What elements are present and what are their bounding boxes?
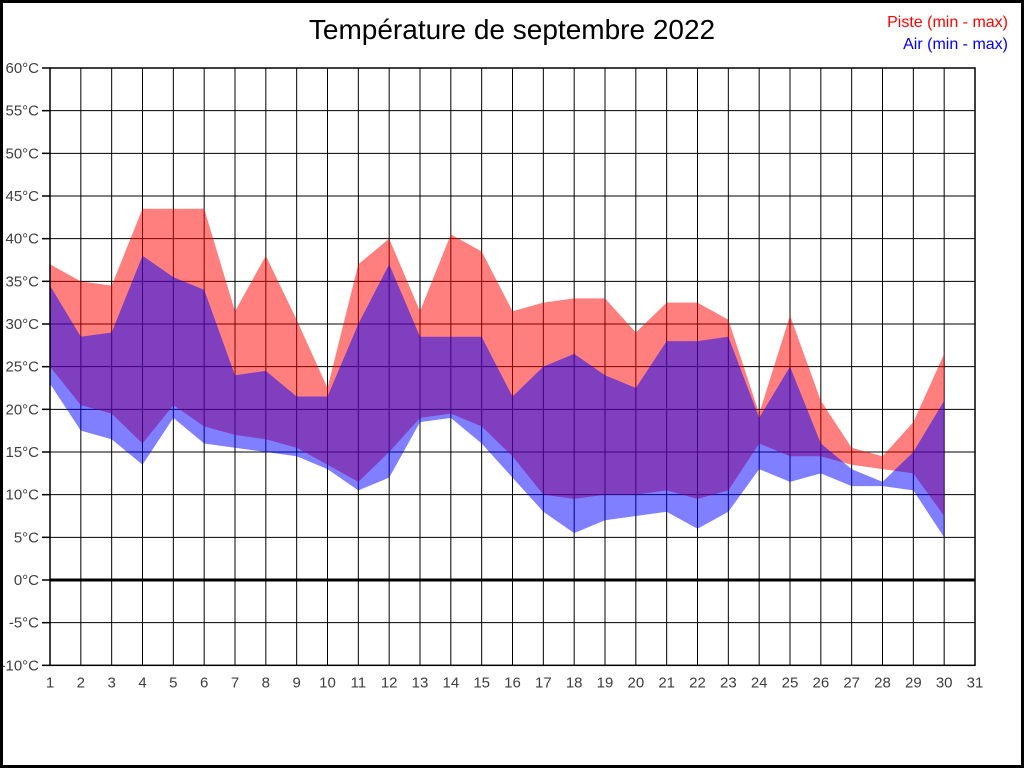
x-tick-label: 31 — [967, 674, 984, 691]
x-tick-label: 12 — [381, 674, 398, 691]
y-tick-label: 15°C — [5, 444, 39, 461]
y-tick-label: 45°C — [5, 188, 39, 205]
x-tick-label: 8 — [262, 674, 270, 691]
x-tick-label: 22 — [689, 674, 706, 691]
x-tick-label: 10 — [319, 674, 336, 691]
y-tick-label: 55°C — [5, 103, 39, 120]
x-tick-label: 2 — [77, 674, 85, 691]
x-tick-label: 14 — [442, 674, 459, 691]
y-tick-label: -10°C — [0, 657, 39, 674]
x-tick-label: 20 — [627, 674, 644, 691]
x-tick-label: 26 — [812, 674, 829, 691]
y-tick-label: 0°C — [14, 572, 39, 589]
x-tick-label: 7 — [231, 674, 239, 691]
x-tick-label: 5 — [169, 674, 177, 691]
x-tick-label: 25 — [782, 674, 799, 691]
y-tick-label: 60°C — [5, 60, 39, 77]
x-tick-label: 15 — [473, 674, 490, 691]
legend-air-label: Air (min - max) — [903, 36, 1008, 53]
x-tick-label: 13 — [412, 674, 429, 691]
y-tick-label: 25°C — [5, 359, 39, 376]
x-tick-label: 28 — [874, 674, 891, 691]
x-tick-label: 18 — [566, 674, 583, 691]
x-axis: 1 2 3 4 5 6 7 8 9 10 11 12 13 14 15 16 17 18 19 20 21 22 23 24 2… — [46, 674, 984, 691]
x-tick-label: 27 — [843, 674, 860, 691]
y-tick-label: 5°C — [14, 529, 39, 546]
y-tick-label: 30°C — [5, 316, 39, 333]
x-tick-label: 16 — [504, 674, 521, 691]
x-tick-label: 30 — [936, 674, 953, 691]
x-tick-label: 6 — [200, 674, 208, 691]
x-tick-label: 9 — [292, 674, 300, 691]
x-tick-label: 1 — [46, 674, 54, 691]
x-tick-label: 19 — [597, 674, 614, 691]
x-tick-label: 24 — [751, 674, 768, 691]
x-tick-label: 4 — [138, 674, 146, 691]
air-band — [50, 255, 945, 538]
x-tick-label: 11 — [351, 674, 367, 691]
legend-piste-label: Piste (min - max) — [887, 14, 1008, 31]
x-tick-label: 21 — [658, 674, 675, 691]
chart-title: Température de septembre 2022 — [308, 14, 716, 45]
x-tick-label: 23 — [720, 674, 737, 691]
y-tick-label: 20°C — [5, 401, 39, 418]
y-tick-label: 50°C — [5, 145, 39, 162]
y-tick-label: -5°C — [9, 615, 39, 632]
y-axis: 60°C 55°C 50°C 45°C 40°C 35°C 30°C 25°C 20°C 15°C… — [0, 60, 50, 674]
y-tick-label: 35°C — [5, 273, 39, 290]
legend: Piste (min - max) Air (min - max) — [887, 12, 1008, 56]
x-tick-label: 17 — [535, 674, 552, 691]
x-tick-label: 29 — [905, 674, 922, 691]
y-tick-label: 40°C — [5, 231, 39, 248]
y-tick-label: 10°C — [5, 487, 39, 504]
x-tick-label: 3 — [107, 674, 115, 691]
